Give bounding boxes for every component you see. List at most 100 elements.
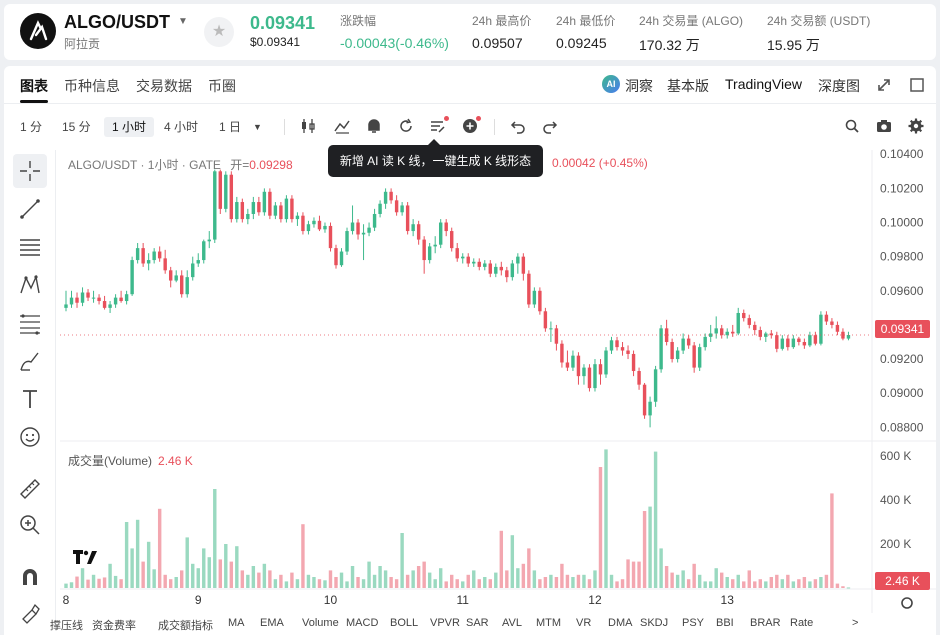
- camera-icon[interactable]: [874, 116, 894, 136]
- volume-bar: [422, 561, 426, 588]
- emoji-tool-icon[interactable]: [13, 420, 47, 454]
- pattern-tool-icon[interactable]: [13, 268, 47, 302]
- indicator-15[interactable]: PSY: [682, 617, 705, 629]
- candle-body: [450, 231, 454, 249]
- indicator-17[interactable]: BRAR: [750, 617, 781, 629]
- volume-bar: [91, 574, 96, 588]
- indicator-1[interactable]: 资金费率: [92, 620, 136, 632]
- tab-coin-info[interactable]: 币种信息: [64, 78, 120, 94]
- tab-chart[interactable]: 图表: [20, 78, 48, 94]
- indicator-9[interactable]: SAR: [466, 617, 489, 629]
- undo-icon[interactable]: [508, 116, 528, 136]
- candle-body: [130, 260, 134, 295]
- timeframe-1h[interactable]: 1 小时: [104, 117, 155, 137]
- expand-icon[interactable]: [875, 76, 893, 94]
- tab-basic[interactable]: 基本版: [667, 78, 709, 94]
- volume-bar: [587, 579, 592, 588]
- candle-body: [554, 328, 559, 344]
- candle-body: [769, 333, 774, 336]
- volume-bar: [339, 572, 344, 588]
- pair-name[interactable]: ALGO/USDT: [64, 12, 170, 32]
- brush-tool-icon[interactable]: [13, 344, 47, 378]
- volume-bar: [582, 574, 586, 588]
- candle-body: [168, 270, 173, 281]
- replay-icon[interactable]: [396, 116, 416, 136]
- ai-kline-tooltip: 新增 AI 读 K 线，一键生成 K 线形态: [328, 139, 543, 177]
- alert-bell-icon[interactable]: [364, 116, 384, 136]
- indicators-icon[interactable]: [332, 116, 352, 136]
- zoom-in-tool-icon[interactable]: [13, 508, 47, 542]
- volume-bar: [753, 581, 757, 588]
- candle-body: [422, 239, 426, 261]
- time-axis-label: 9: [195, 593, 202, 607]
- indicator-0[interactable]: 撑压线: [50, 620, 83, 632]
- candle-body: [664, 328, 669, 342]
- volume-bar: [764, 581, 768, 588]
- candle-body: [295, 215, 300, 220]
- chevron-down-icon[interactable]: ▼: [178, 16, 188, 27]
- indicator-4[interactable]: EMA: [260, 617, 284, 629]
- indicator-13[interactable]: DMA: [608, 617, 633, 629]
- indicator-3[interactable]: MA: [228, 617, 245, 629]
- candlestick-chart[interactable]: 0.104000.102000.100000.098000.096000.094…: [4, 66, 936, 635]
- indicator-7[interactable]: BOLL: [390, 617, 419, 629]
- tab-trade-data[interactable]: 交易数据: [136, 78, 192, 94]
- ruler-tool-icon[interactable]: [13, 472, 47, 506]
- text-tool-icon[interactable]: [13, 382, 47, 416]
- candle-body: [742, 312, 746, 319]
- search-icon[interactable]: [842, 116, 862, 136]
- redo-icon[interactable]: [540, 116, 560, 136]
- candle-body: [549, 328, 553, 330]
- volume-bar: [450, 574, 454, 588]
- chevron-right-icon[interactable]: >: [852, 617, 859, 629]
- candle-type-icon[interactable]: [298, 116, 318, 136]
- candle-body: [91, 297, 96, 299]
- indicator-18[interactable]: Rate: [790, 617, 814, 629]
- volume-bar: [697, 574, 702, 588]
- price-axis-label: 0.10400: [880, 147, 924, 161]
- indicator-11[interactable]: MTM: [536, 617, 562, 629]
- indicator-16[interactable]: BBI: [716, 617, 734, 629]
- volume-bar: [769, 577, 774, 588]
- timeframe-1d[interactable]: 1 日: [219, 120, 242, 134]
- tab-tradingview[interactable]: TradingView: [725, 76, 803, 92]
- stat-turnover: 24h 交易额 (USDT) 15.95 万: [767, 12, 870, 55]
- candle-body: [180, 275, 184, 295]
- candle-body: [119, 297, 123, 302]
- tradingview-logo-icon[interactable]: [73, 549, 97, 572]
- tab-insight[interactable]: 洞察: [625, 78, 653, 94]
- lock-drawings-tool-icon[interactable]: [13, 596, 47, 630]
- indicator-14[interactable]: SKDJ: [640, 617, 669, 629]
- add-compare-icon[interactable]: [460, 116, 480, 136]
- tab-depth[interactable]: 深度图: [818, 78, 860, 94]
- candle-body: [224, 174, 228, 209]
- ai-insight-icon[interactable]: AI: [602, 75, 620, 93]
- indicator-5[interactable]: Volume: [302, 617, 339, 629]
- volume-bar: [108, 563, 112, 588]
- indicator-8[interactable]: VPVR: [430, 617, 460, 629]
- timeframe-1m[interactable]: 1 分: [20, 120, 43, 134]
- ticker-header: ALGO/USDT ▼ 阿拉贡 ★ 0.09341 $0.09341 涨跌幅 -…: [4, 4, 936, 60]
- candle-body: [747, 318, 751, 325]
- gear-icon[interactable]: [906, 116, 926, 136]
- timeframe-15m[interactable]: 15 分: [62, 120, 91, 134]
- indicator-10[interactable]: AVL: [502, 617, 522, 629]
- crosshair-tool-icon[interactable]: [13, 154, 47, 188]
- drawing-toolbar: [4, 150, 56, 630]
- horizontal-lines-tool-icon[interactable]: [13, 230, 47, 264]
- fibonacci-tool-icon[interactable]: [13, 306, 47, 340]
- favorite-star-icon[interactable]: ★: [204, 17, 234, 47]
- tab-community[interactable]: 币圈: [208, 78, 236, 94]
- volume-bar: [714, 568, 718, 588]
- indicator-6[interactable]: MACD: [346, 617, 379, 629]
- indicator-12[interactable]: VR: [576, 617, 592, 629]
- axis-settings-icon[interactable]: [901, 597, 913, 609]
- indicator-2[interactable]: 成交额指标: [158, 620, 213, 632]
- window-icon[interactable]: [908, 76, 926, 94]
- trend-line-tool-icon[interactable]: [13, 192, 47, 226]
- volume-bar: [124, 522, 129, 588]
- ai-kline-icon[interactable]: [428, 116, 448, 136]
- timeframe-more-chevron-icon[interactable]: ▼: [253, 122, 262, 132]
- magnet-tool-icon[interactable]: [13, 560, 47, 594]
- timeframe-4h[interactable]: 4 小时: [164, 120, 199, 134]
